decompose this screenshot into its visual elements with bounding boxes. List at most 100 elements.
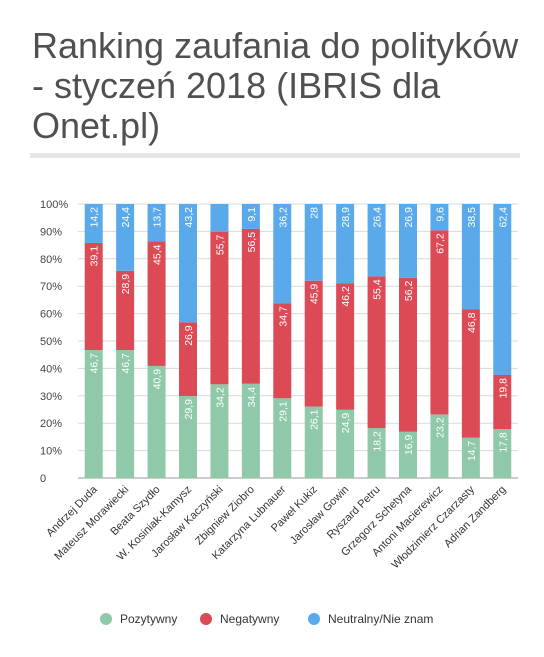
bar-segment xyxy=(399,277,417,432)
bar-segment xyxy=(304,406,323,478)
bar-segment xyxy=(210,231,229,385)
y-tick-label: 70% xyxy=(40,281,62,293)
y-tick-label: 100% xyxy=(40,199,68,211)
bar-segment xyxy=(461,437,480,478)
bar-segment xyxy=(367,428,386,478)
data-label: 56,5 xyxy=(246,232,258,253)
bar-segment xyxy=(399,204,417,278)
data-label: 45,4 xyxy=(152,244,164,265)
y-tick-label: 80% xyxy=(40,254,62,266)
bar-segment xyxy=(116,204,135,271)
bar-segment xyxy=(367,276,386,429)
data-label: 46,2 xyxy=(340,286,352,307)
chart-title: Ranking zaufania do polityków - styczeń … xyxy=(32,25,519,146)
data-label: 26,1 xyxy=(309,409,321,430)
bar-segment xyxy=(179,204,197,323)
bar-segment xyxy=(461,204,480,310)
data-label: 46,8 xyxy=(466,312,478,333)
bar-segment xyxy=(273,204,292,304)
bar-segment xyxy=(304,280,323,407)
data-label: 55,4 xyxy=(372,279,384,300)
data-label: 29,9 xyxy=(183,399,195,420)
data-label: 40,9 xyxy=(152,369,164,390)
data-label: 17,8 xyxy=(497,432,509,453)
bar-segment xyxy=(179,396,197,478)
bar-segment xyxy=(147,204,166,242)
data-label: 67,2 xyxy=(434,233,446,254)
y-tick-label: 50% xyxy=(40,336,62,348)
data-label: 24,4 xyxy=(120,207,132,228)
data-label: 26,9 xyxy=(183,325,195,346)
data-label: 36,2 xyxy=(277,207,289,228)
bar-segment xyxy=(179,322,197,397)
y-tick-label: 10% xyxy=(40,446,62,458)
data-label: 28,9 xyxy=(340,207,352,228)
data-label: 34,2 xyxy=(214,387,226,408)
data-label: 45,9 xyxy=(309,284,321,305)
data-label: 24,9 xyxy=(340,413,352,434)
legend-label: Negatywny xyxy=(220,612,280,626)
legend-item: Pozytywny xyxy=(100,612,177,626)
data-label: 56,2 xyxy=(403,281,415,302)
data-label: 46,7 xyxy=(120,353,132,374)
bar-segment xyxy=(116,270,135,351)
legend-label: Neutralny/Nie znam xyxy=(328,612,434,626)
data-label: 9,6 xyxy=(434,207,446,222)
bar-segment xyxy=(336,409,355,478)
data-label: 62,4 xyxy=(497,207,509,228)
data-label: 55,7 xyxy=(214,235,226,256)
data-label: 43,2 xyxy=(183,207,195,228)
bar-segment xyxy=(430,414,449,478)
legend-item: Negatywny xyxy=(200,612,279,626)
data-label: 13,7 xyxy=(152,207,164,228)
data-label: 34,7 xyxy=(277,306,289,327)
legend-label: Pozytywny xyxy=(120,612,178,626)
bar-segment xyxy=(84,242,103,351)
y-tick-label: 40% xyxy=(40,363,62,375)
data-label: 19,8 xyxy=(497,378,509,399)
legend-swatch xyxy=(100,613,112,625)
bar-segment xyxy=(241,383,260,478)
data-label: 9,1 xyxy=(246,207,258,222)
data-label: 16,9 xyxy=(403,435,415,456)
y-tick-label: 60% xyxy=(40,309,62,321)
data-label: 38,5 xyxy=(466,207,478,228)
bar-segment xyxy=(116,350,135,478)
data-label: 46,7 xyxy=(89,353,101,374)
y-tick-label: 0 xyxy=(40,473,46,485)
bar-segment xyxy=(399,431,417,478)
bar-segment xyxy=(430,204,449,231)
data-label: 28,9 xyxy=(120,274,132,295)
data-label: 28 xyxy=(309,207,321,219)
bar-segment xyxy=(493,204,512,375)
bar-segment xyxy=(241,228,260,384)
data-label: 26,9 xyxy=(403,207,415,228)
data-label: 23,2 xyxy=(434,417,446,438)
bar-segment xyxy=(84,204,103,243)
bar-segment xyxy=(273,398,292,478)
data-label: 34,4 xyxy=(246,387,258,408)
bar-segment xyxy=(336,204,355,284)
data-label: 14,7 xyxy=(466,441,478,462)
legend-swatch xyxy=(200,613,212,625)
bar-segment xyxy=(336,283,355,410)
y-tick-label: 90% xyxy=(40,226,62,238)
bar-segment xyxy=(304,204,323,281)
y-tick-label: 30% xyxy=(40,391,62,403)
bar-segment xyxy=(210,204,229,232)
data-label: 29,1 xyxy=(277,401,289,422)
legend-item: Neutralny/Nie znam xyxy=(308,612,433,626)
bar-segment xyxy=(273,303,292,399)
bar-segment xyxy=(210,384,229,478)
data-label: 14,2 xyxy=(89,207,101,228)
stacked-bar-chart: 0 10% 20% 30% 40% 50% 60% 70% 80% 90% 100% 46,7 39,1… xyxy=(40,199,518,571)
bar-segment xyxy=(147,241,166,366)
bar-segment xyxy=(493,429,512,478)
bar-segment xyxy=(461,309,480,438)
data-label: 18,2 xyxy=(372,431,384,452)
data-label: 26,4 xyxy=(372,207,384,228)
bar-segment xyxy=(367,204,386,277)
y-tick-label: 20% xyxy=(40,418,62,430)
bar-segment xyxy=(493,374,512,430)
bar-segment xyxy=(84,350,103,478)
